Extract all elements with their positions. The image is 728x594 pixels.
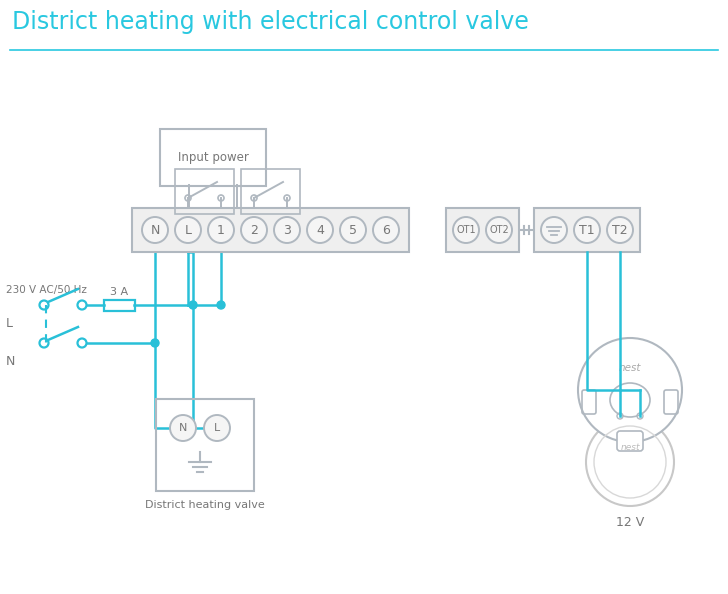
Circle shape bbox=[142, 217, 168, 243]
FancyBboxPatch shape bbox=[617, 431, 643, 451]
Text: T1: T1 bbox=[579, 223, 595, 236]
Circle shape bbox=[586, 418, 674, 506]
Text: N: N bbox=[6, 355, 15, 368]
Circle shape bbox=[307, 217, 333, 243]
Circle shape bbox=[208, 217, 234, 243]
FancyBboxPatch shape bbox=[132, 208, 409, 252]
Text: 3: 3 bbox=[283, 223, 291, 236]
Circle shape bbox=[151, 339, 159, 347]
Text: nest: nest bbox=[620, 444, 640, 453]
Circle shape bbox=[574, 217, 600, 243]
Text: 230 V AC/50 Hz: 230 V AC/50 Hz bbox=[6, 285, 87, 295]
Circle shape bbox=[189, 301, 197, 309]
Circle shape bbox=[204, 415, 230, 441]
Text: 12 V: 12 V bbox=[616, 516, 644, 529]
Circle shape bbox=[607, 217, 633, 243]
Circle shape bbox=[453, 217, 479, 243]
Circle shape bbox=[340, 217, 366, 243]
Text: 1: 1 bbox=[217, 223, 225, 236]
Text: OT1: OT1 bbox=[456, 225, 476, 235]
Circle shape bbox=[274, 217, 300, 243]
Text: 5: 5 bbox=[349, 223, 357, 236]
FancyBboxPatch shape bbox=[446, 208, 519, 252]
Text: District heating valve: District heating valve bbox=[145, 500, 265, 510]
Text: nest: nest bbox=[619, 363, 641, 373]
Circle shape bbox=[241, 217, 267, 243]
Text: District heating with electrical control valve: District heating with electrical control… bbox=[12, 10, 529, 34]
Circle shape bbox=[541, 217, 567, 243]
FancyBboxPatch shape bbox=[534, 208, 640, 252]
Text: Input power: Input power bbox=[178, 151, 248, 164]
Text: L: L bbox=[214, 423, 220, 433]
Text: L: L bbox=[184, 223, 191, 236]
Text: 2: 2 bbox=[250, 223, 258, 236]
Text: 4: 4 bbox=[316, 223, 324, 236]
Text: 6: 6 bbox=[382, 223, 390, 236]
Text: N: N bbox=[150, 223, 159, 236]
Circle shape bbox=[170, 415, 196, 441]
Circle shape bbox=[175, 217, 201, 243]
Circle shape bbox=[486, 217, 512, 243]
Circle shape bbox=[578, 338, 682, 442]
Text: OT2: OT2 bbox=[489, 225, 509, 235]
Text: 3 A: 3 A bbox=[110, 287, 128, 297]
Circle shape bbox=[217, 301, 225, 309]
Text: T2: T2 bbox=[612, 223, 628, 236]
Text: N: N bbox=[179, 423, 187, 433]
Circle shape bbox=[373, 217, 399, 243]
Text: L: L bbox=[6, 317, 13, 330]
